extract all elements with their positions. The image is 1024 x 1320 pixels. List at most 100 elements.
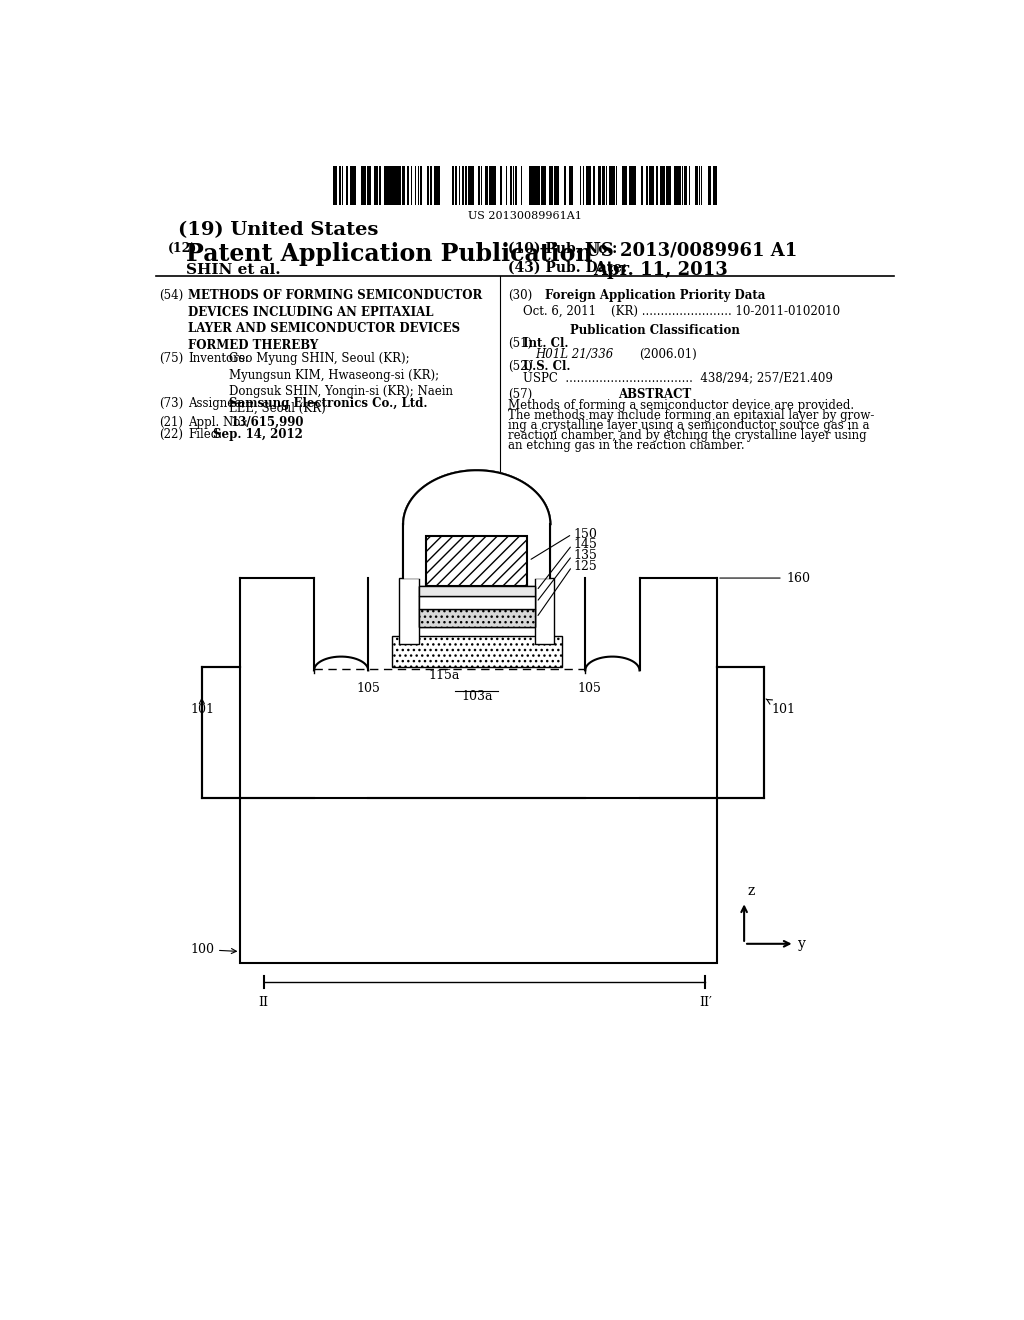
Bar — [365, 166, 366, 205]
Text: (22): (22) — [159, 428, 183, 441]
Bar — [468, 166, 471, 205]
Bar — [387, 166, 389, 205]
Text: US 2013/0089961 A1: US 2013/0089961 A1 — [586, 242, 798, 260]
Text: (57): (57) — [508, 388, 532, 401]
Bar — [649, 166, 651, 205]
Text: (54): (54) — [159, 289, 183, 302]
Bar — [675, 166, 677, 205]
Text: Int. Cl.: Int. Cl. — [523, 337, 568, 350]
Text: (21): (21) — [159, 416, 183, 429]
Bar — [485, 166, 486, 205]
Text: Oct. 6, 2011    (KR) ........................ 10-2011-0102010: Oct. 6, 2011 (KR) ......................… — [523, 305, 841, 318]
Text: 150: 150 — [573, 528, 597, 541]
Bar — [695, 166, 697, 205]
Bar — [603, 166, 605, 205]
Bar — [586, 166, 589, 205]
Bar — [489, 166, 490, 205]
Bar — [610, 166, 612, 205]
Text: SHIN et al.: SHIN et al. — [186, 263, 281, 277]
Text: Sep. 14, 2012: Sep. 14, 2012 — [213, 428, 303, 441]
Text: Inventors:: Inventors: — [188, 352, 249, 366]
Text: II: II — [259, 997, 268, 1010]
Bar — [430, 166, 432, 205]
Bar — [612, 166, 614, 205]
Bar — [529, 166, 531, 205]
Bar — [395, 166, 397, 205]
Bar — [438, 166, 440, 205]
Bar — [629, 166, 631, 205]
Text: (51): (51) — [508, 337, 531, 350]
Text: Samsung Electronics Co., Ltd.: Samsung Electronics Co., Ltd. — [228, 397, 427, 411]
Bar — [419, 609, 535, 627]
Bar — [420, 166, 422, 205]
Text: (73): (73) — [159, 397, 183, 411]
Text: 101: 101 — [190, 698, 214, 715]
Bar — [501, 166, 503, 205]
Bar — [495, 166, 496, 205]
Bar — [437, 166, 438, 205]
Text: ABSTRACT: ABSTRACT — [618, 388, 691, 401]
Bar — [419, 609, 535, 627]
Text: z: z — [748, 883, 756, 898]
Bar — [389, 166, 391, 205]
Bar — [646, 166, 648, 205]
Text: 160: 160 — [786, 572, 811, 585]
Bar — [397, 166, 398, 205]
Bar — [569, 166, 570, 205]
Bar — [632, 166, 633, 205]
Text: Appl. No.:: Appl. No.: — [188, 416, 249, 429]
Bar — [340, 166, 341, 205]
Text: an etching gas in the reaction chamber.: an etching gas in the reaction chamber. — [508, 438, 744, 451]
Bar — [490, 166, 493, 205]
Bar — [401, 166, 403, 205]
Bar — [241, 797, 717, 964]
Bar — [392, 166, 394, 205]
Bar — [465, 166, 467, 205]
Text: (75): (75) — [159, 352, 183, 366]
Bar — [655, 166, 657, 205]
Bar — [535, 578, 554, 644]
Bar — [521, 166, 522, 205]
Bar — [538, 166, 540, 205]
Text: 101: 101 — [766, 700, 796, 715]
Text: 115a: 115a — [429, 669, 460, 682]
Bar — [652, 166, 654, 205]
Bar — [477, 166, 480, 205]
Bar — [685, 166, 687, 205]
Bar — [335, 166, 337, 205]
Bar — [589, 166, 590, 205]
Bar — [411, 166, 413, 205]
Text: y: y — [799, 937, 806, 950]
Bar — [426, 536, 527, 586]
Bar — [462, 166, 464, 205]
Text: 105: 105 — [578, 682, 601, 696]
Bar — [624, 166, 626, 205]
Text: 105: 105 — [356, 682, 380, 696]
Bar — [391, 636, 562, 667]
Bar — [549, 166, 551, 205]
Text: reaction chamber, and by etching the crystalline layer using: reaction chamber, and by etching the cry… — [508, 429, 866, 442]
Text: 135: 135 — [573, 549, 597, 562]
Text: U.S. Cl.: U.S. Cl. — [523, 360, 570, 374]
Bar — [554, 166, 557, 205]
Bar — [535, 166, 537, 205]
Bar — [452, 166, 455, 205]
Text: Publication Classification: Publication Classification — [570, 323, 740, 337]
Polygon shape — [403, 470, 550, 578]
Text: H01L 21/336: H01L 21/336 — [535, 348, 613, 360]
Bar — [435, 166, 437, 205]
Bar — [419, 586, 535, 595]
Bar — [380, 166, 381, 205]
Bar — [677, 166, 678, 205]
Text: Assignee:: Assignee: — [188, 397, 246, 411]
Text: Geo Myung SHIN, Seoul (KR);
Myungsun KIM, Hwaseong-si (KR);
Dongsuk SHIN, Yongin: Geo Myung SHIN, Seoul (KR); Myungsun KIM… — [228, 352, 453, 414]
Bar — [659, 166, 662, 205]
Bar — [398, 166, 400, 205]
Bar — [385, 166, 386, 205]
Text: (19) United States: (19) United States — [178, 222, 379, 239]
Bar — [542, 166, 544, 205]
Text: Apr. 11, 2013: Apr. 11, 2013 — [593, 261, 728, 279]
Bar — [669, 166, 672, 205]
Bar — [346, 166, 347, 205]
Bar — [534, 166, 535, 205]
